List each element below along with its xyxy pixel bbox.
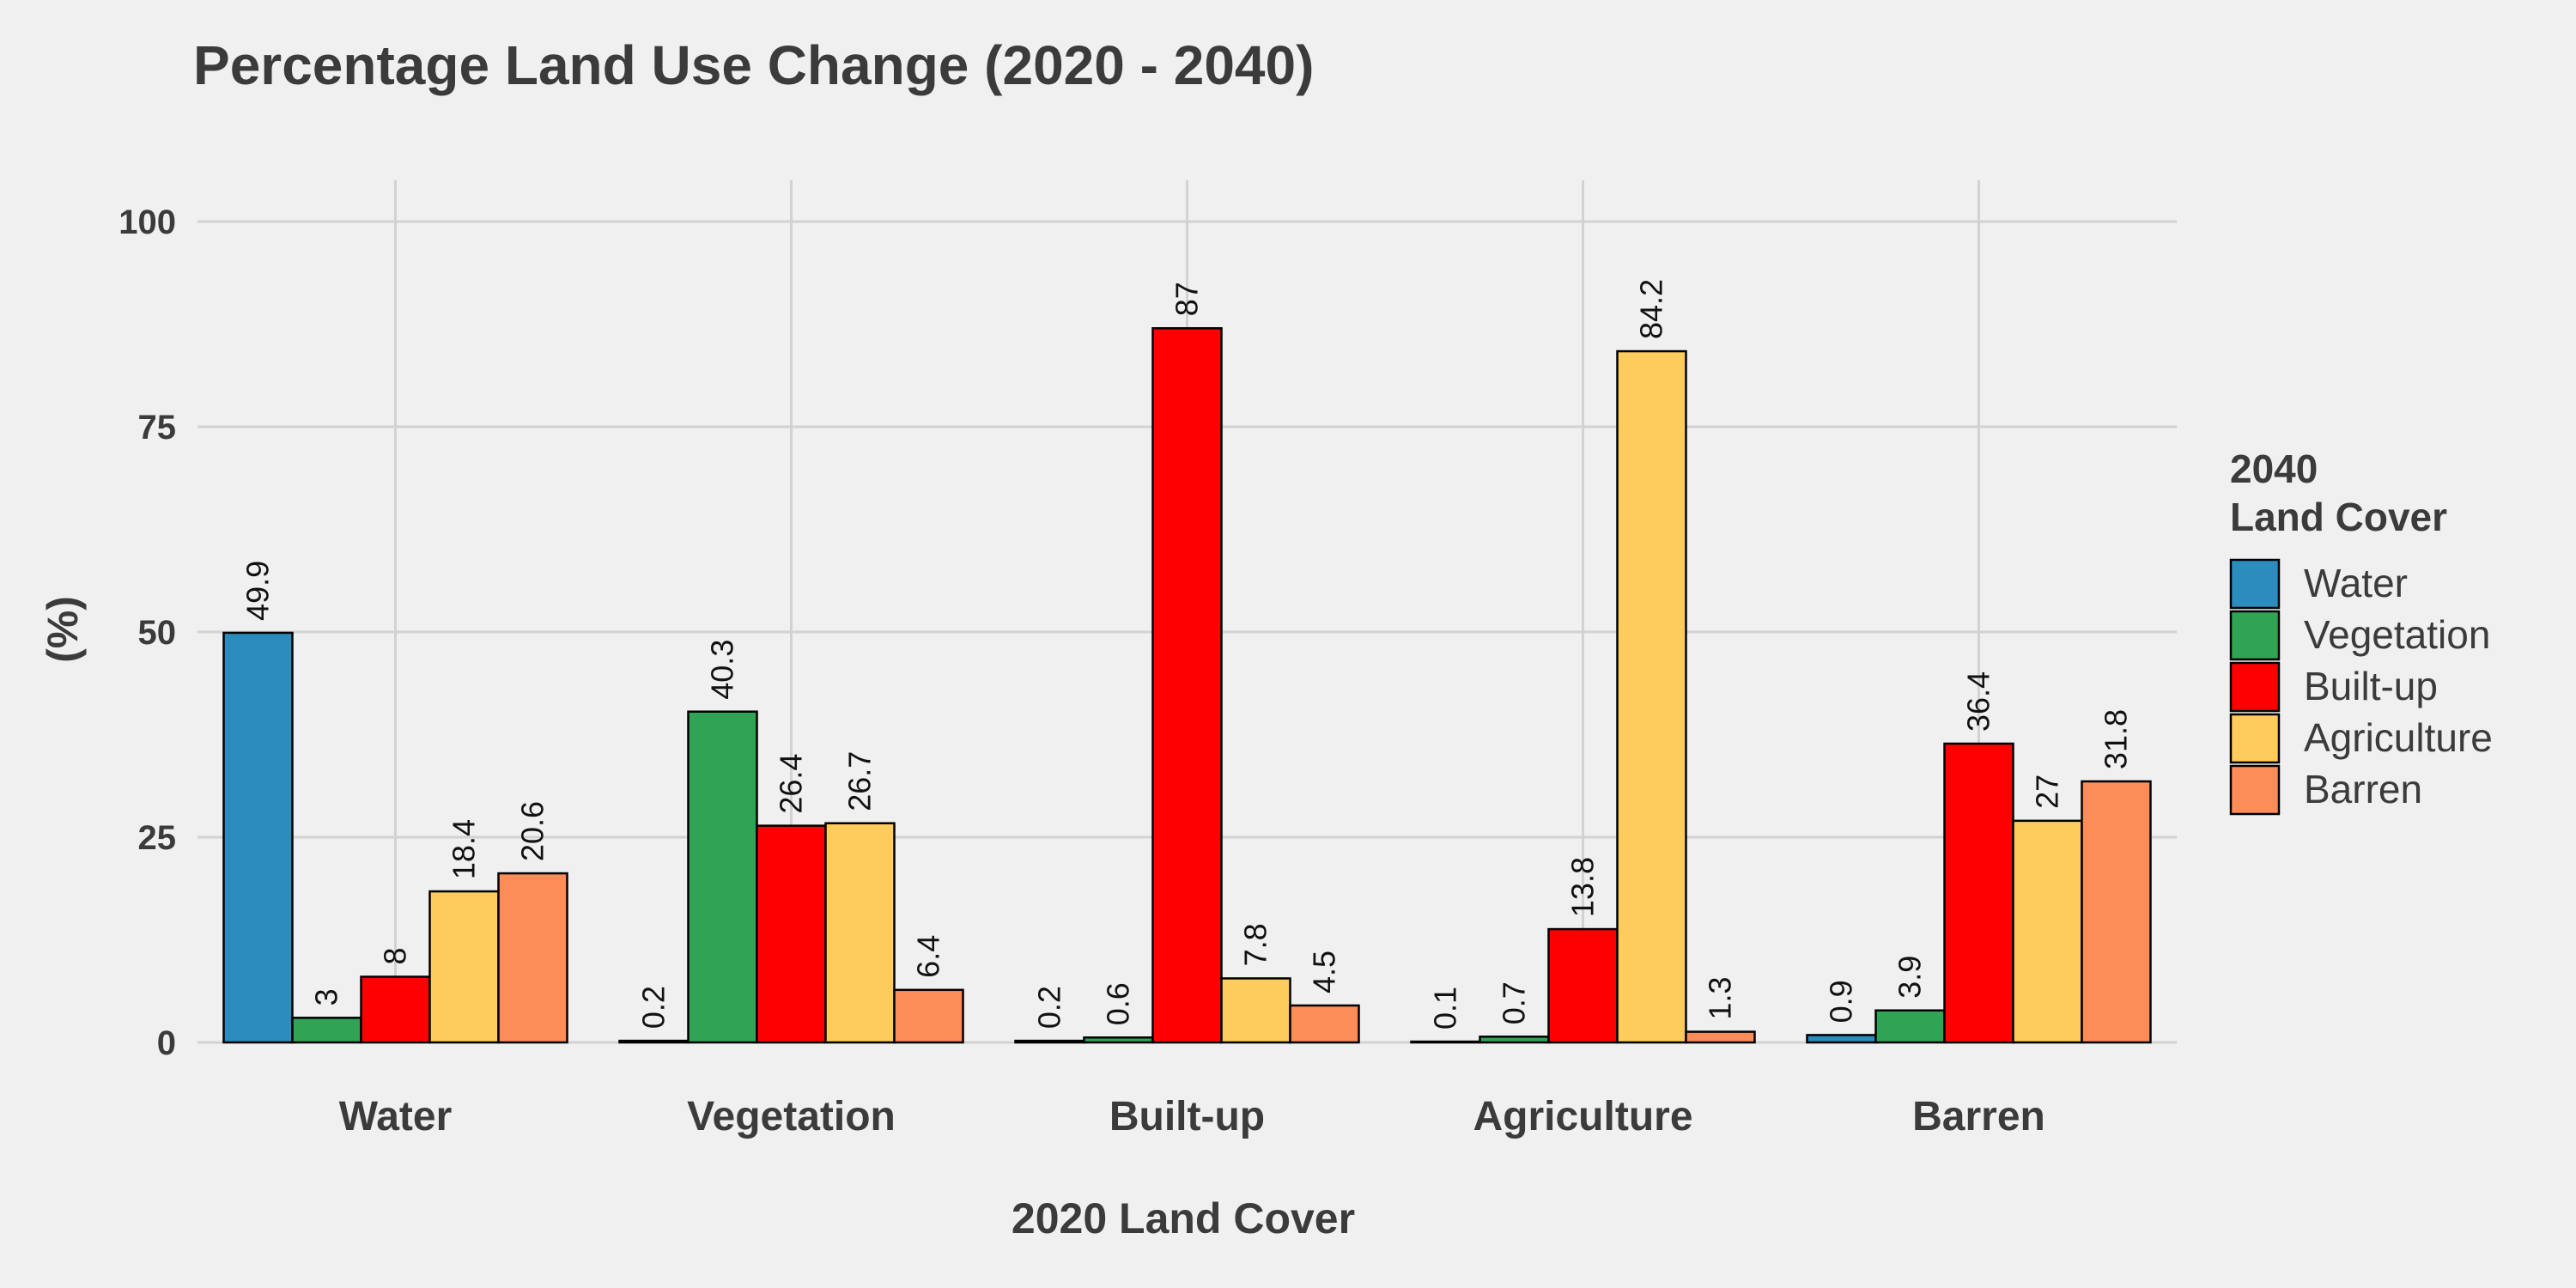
- data-label: 8: [378, 947, 413, 964]
- data-label: 4.5: [1307, 951, 1342, 993]
- legend-key-water: [2229, 558, 2281, 610]
- bar-barren-barren: [2081, 780, 2152, 1044]
- legend-label: Vegetation: [2304, 612, 2490, 657]
- bar-built-up-built-up: [1151, 327, 1223, 1044]
- data-label: 49.9: [240, 561, 276, 621]
- data-label: 3: [309, 988, 344, 1005]
- data-label: 7.8: [1238, 923, 1273, 966]
- data-label: 0.1: [1428, 987, 1463, 1030]
- data-label: 0.2: [1032, 986, 1067, 1029]
- data-label-layer: 49.9 3 8 18.4 20.6 0.2 40.3 26.4 26.7 6.4 0.2 0.6 87…: [240, 279, 2134, 1030]
- bar-vegetation-water: [618, 1039, 690, 1044]
- legend-title-line-2: Land Cover: [2230, 495, 2447, 539]
- data-label: 27: [2030, 775, 2065, 809]
- bar-barren-water: [1806, 1034, 1877, 1044]
- legend-label: Barren: [2304, 767, 2422, 811]
- legend-key-barren: [2229, 764, 2281, 816]
- data-label: 26.7: [842, 751, 878, 811]
- bar-built-up-barren: [1289, 1004, 1360, 1044]
- bar-water-built-up: [360, 975, 431, 1044]
- y-tick-label: 75: [138, 409, 177, 447]
- axis-layer: 0 25 50 75 100 Water Vegetation Built-up Agricul…: [118, 204, 2045, 1139]
- data-label: 87: [1170, 282, 1205, 316]
- chart-title: Percentage Land Use Change (2020 - 2040): [193, 34, 1314, 96]
- bar-built-up-vegetation: [1083, 1036, 1154, 1044]
- bar-vegetation-agriculture: [824, 822, 896, 1044]
- y-tick-label: 25: [138, 819, 177, 857]
- data-label: 26.4: [774, 754, 809, 814]
- bar-water-vegetation: [291, 1017, 362, 1044]
- legend-key-agriculture: [2229, 713, 2281, 764]
- bar-barren-vegetation: [1874, 1009, 1946, 1044]
- data-label: 3.9: [1893, 956, 1928, 999]
- bar-vegetation-barren: [893, 988, 964, 1044]
- bar-built-up-water: [1014, 1039, 1085, 1044]
- bar-agriculture-vegetation: [1479, 1036, 1550, 1044]
- x-tick-label: Barren: [1912, 1094, 2045, 1139]
- data-label: 0.6: [1101, 982, 1136, 1025]
- legend: 2040 Land Cover Water Vegetation Built-up A…: [2229, 447, 2493, 816]
- bar-layer: [222, 327, 2152, 1044]
- legend-key-vegetation: [2229, 610, 2281, 661]
- data-label: 0.9: [1824, 980, 1859, 1023]
- x-tick-label: Water: [339, 1094, 453, 1139]
- data-label: 6.4: [911, 935, 946, 978]
- bar-vegetation-built-up: [756, 824, 827, 1044]
- y-tick-label: 100: [118, 204, 176, 241]
- x-axis-title: 2020 Land Cover: [1012, 1194, 1355, 1242]
- data-label: 0.2: [636, 986, 671, 1029]
- data-label: 36.4: [1961, 671, 1996, 732]
- bar-barren-agriculture: [2012, 819, 2083, 1044]
- data-label: 31.8: [2099, 709, 2134, 769]
- data-label: 40.3: [705, 640, 740, 700]
- data-label: 18.4: [447, 819, 482, 879]
- legend-label: Agriculture: [2304, 715, 2493, 760]
- y-tick-label: 50: [138, 614, 177, 652]
- bar-water-water: [222, 631, 294, 1044]
- data-label: 84.2: [1634, 279, 1669, 339]
- x-tick-label: Agriculture: [1473, 1094, 1692, 1139]
- bar-agriculture-built-up: [1547, 927, 1619, 1044]
- legend-label: Water: [2304, 561, 2408, 605]
- bar-built-up-agriculture: [1220, 977, 1291, 1044]
- y-axis-title: (%): [39, 596, 87, 663]
- x-tick-label: Vegetation: [687, 1094, 896, 1139]
- data-label: 13.8: [1565, 857, 1601, 917]
- y-tick-label: 0: [157, 1024, 176, 1062]
- legend-key-built-up: [2229, 661, 2281, 713]
- legend-items: Water Vegetation Built-up Agriculture Barren: [2229, 558, 2493, 816]
- data-label: 20.6: [515, 801, 550, 861]
- bar-water-barren: [497, 872, 568, 1044]
- legend-title-line-1: 2040: [2230, 447, 2318, 491]
- bar-agriculture-agriculture: [1616, 349, 1687, 1044]
- x-tick-label: Built-up: [1109, 1094, 1265, 1139]
- bar-barren-built-up: [1943, 742, 2014, 1044]
- bar-vegetation-vegetation: [687, 710, 758, 1044]
- bar-water-agriculture: [428, 890, 500, 1044]
- data-label: 1.3: [1703, 977, 1738, 1020]
- legend-label: Built-up: [2304, 664, 2438, 708]
- bar-agriculture-barren: [1685, 1030, 1756, 1044]
- data-label: 0.7: [1497, 981, 1532, 1024]
